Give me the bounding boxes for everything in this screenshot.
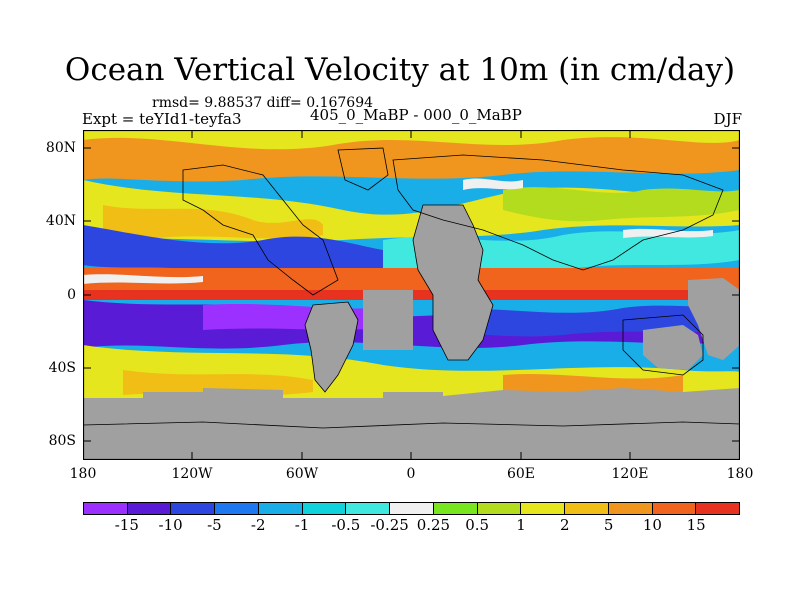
lat-tick-label: 80N	[45, 140, 76, 156]
colorbar-segment	[652, 503, 697, 514]
colorbar-segment	[346, 503, 391, 514]
coast-africa	[412, 204, 494, 361]
coast-south-america	[304, 301, 359, 393]
colorbar-segment	[390, 503, 434, 514]
field-patch	[103, 205, 323, 241]
lon-tick-label: 0	[406, 466, 416, 482]
colorbar-label: -15	[114, 516, 139, 534]
season-label: DJF	[713, 110, 742, 128]
coast-north-america	[182, 164, 339, 296]
colorbar-label: -0.5	[331, 516, 361, 534]
colorbar-segment	[171, 503, 216, 514]
colorbar-segment	[302, 503, 347, 514]
coast-greenland	[337, 147, 389, 191]
colorbar-segment	[608, 503, 653, 514]
lat-tick-label: 40S	[48, 360, 76, 376]
colorbar-segment	[565, 503, 609, 514]
field-patch	[83, 274, 203, 284]
colorbar-label: 0.5	[465, 516, 490, 534]
field-patch	[503, 187, 740, 222]
colorbar-label: 2	[560, 516, 570, 534]
colorbar-label: -1	[294, 516, 310, 534]
velocity-map	[83, 130, 740, 460]
field-patch	[83, 137, 740, 182]
colorbar-segment	[215, 503, 259, 514]
field-patch	[83, 225, 383, 275]
coast-eurasia	[392, 154, 724, 271]
coastlines	[83, 147, 740, 429]
lat-tick-label: 0	[67, 287, 76, 303]
field-patch	[463, 178, 523, 190]
colorbar	[83, 502, 740, 515]
colorbar-segment	[84, 503, 128, 514]
field-band	[83, 268, 740, 290]
lon-tick-label: 60W	[285, 466, 319, 482]
colorbar-label: -10	[158, 516, 183, 534]
stats-text: rmsd= 9.88537 diff= 0.167694	[152, 95, 374, 111]
colorbar-label: -5	[207, 516, 222, 534]
colorbar-label: 10	[642, 516, 662, 534]
colorbar-segment	[258, 503, 303, 514]
lat-tick-label: 40N	[45, 213, 76, 229]
lat-tick-label: 80S	[48, 433, 76, 449]
colorbar-segment	[127, 503, 172, 514]
colorbar-label: -2	[250, 516, 266, 534]
colorbar-segment	[521, 503, 566, 514]
colorbar-segment	[433, 503, 478, 514]
colorbar-label: -0.25	[370, 516, 409, 534]
experiment-label: Expt = teYId1-teyfa3	[82, 110, 242, 128]
colorbar-segment	[696, 503, 740, 514]
chart-title: Ocean Vertical Velocity at 10m (in cm/da…	[64, 52, 736, 88]
lon-tick-label: 180	[69, 466, 97, 482]
colorbar-label: 1	[516, 516, 526, 534]
land-block	[363, 290, 413, 350]
colorbar-label: 5	[603, 516, 614, 534]
difference-label: 405_0_MaBP - 000_0_MaBP	[310, 106, 522, 124]
field-patch	[123, 370, 313, 396]
land-australia	[643, 325, 703, 370]
lon-tick-label: 60E	[506, 466, 536, 482]
land-east-pacific	[688, 278, 740, 360]
axis-ticks	[83, 130, 740, 460]
colorbar-segment	[477, 503, 522, 514]
colorbar-label: 15	[686, 516, 706, 534]
coast-australia	[622, 314, 704, 376]
coast-antarctica	[83, 421, 740, 429]
lon-tick-label: 120E	[611, 466, 649, 482]
colorbar-label: 0.25	[416, 516, 451, 534]
lon-tick-label: 180	[726, 466, 754, 482]
land-south-america	[305, 302, 358, 392]
lon-tick-label: 120W	[171, 466, 213, 482]
